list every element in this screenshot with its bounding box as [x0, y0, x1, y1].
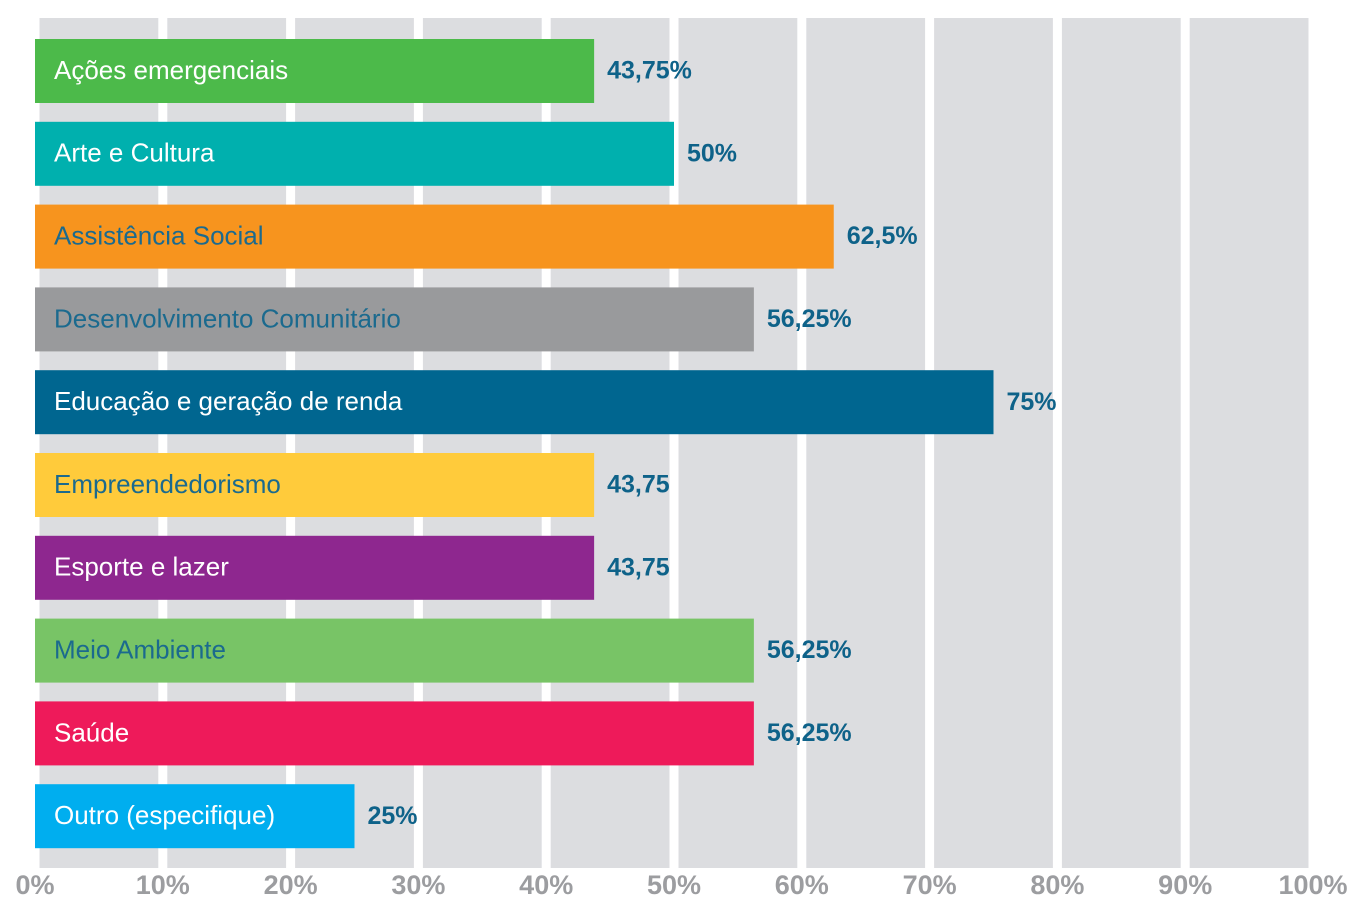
x-tick-label: 60% [775, 870, 829, 900]
bar [35, 370, 994, 435]
bar [35, 39, 595, 103]
category-label: Meio Ambiente [54, 634, 226, 664]
x-tick-label: 40% [519, 870, 573, 900]
bar [35, 618, 754, 683]
value-label: 75% [1007, 388, 1057, 416]
category-label: Desenvolvimento Comunitário [54, 303, 401, 333]
bar [35, 121, 674, 186]
x-tick-label: 90% [1158, 870, 1212, 900]
value-label: 43,75% [607, 57, 692, 85]
bar [35, 287, 754, 352]
bar [35, 535, 595, 600]
value-label: 56,25% [767, 305, 852, 333]
x-tick-label: 100% [1278, 870, 1347, 900]
value-label: 56,25% [767, 636, 852, 664]
x-tick-label: 10% [136, 870, 190, 900]
x-tick-label: 80% [1030, 870, 1084, 900]
category-label: Assistência Social [54, 220, 264, 250]
x-tick-label: 0% [15, 870, 54, 900]
value-label: 56,25% [767, 719, 852, 747]
category-label: Empreendedorismo [54, 469, 281, 499]
category-label: Arte e Cultura [54, 138, 215, 168]
x-tick-label: 30% [391, 870, 445, 900]
bar [35, 453, 595, 517]
x-tick-label: 20% [264, 870, 318, 900]
category-label: Esporte e lazer [54, 552, 229, 582]
category-label: Saúde [54, 717, 129, 747]
category-label: Educação e geração de renda [54, 386, 403, 416]
value-label: 43,75 [607, 471, 670, 499]
value-label: 50% [687, 139, 737, 167]
value-label: 43,75 [607, 553, 670, 581]
category-label: Ações emergenciais [54, 55, 288, 85]
bar [35, 784, 355, 849]
category-label: Outro (especifique) [54, 800, 275, 830]
bar [35, 701, 754, 766]
value-label: 62,5% [847, 222, 918, 250]
bar [35, 204, 834, 269]
value-label: 25% [368, 802, 418, 830]
x-tick-label: 70% [903, 870, 957, 900]
x-tick-label: 50% [647, 870, 701, 900]
